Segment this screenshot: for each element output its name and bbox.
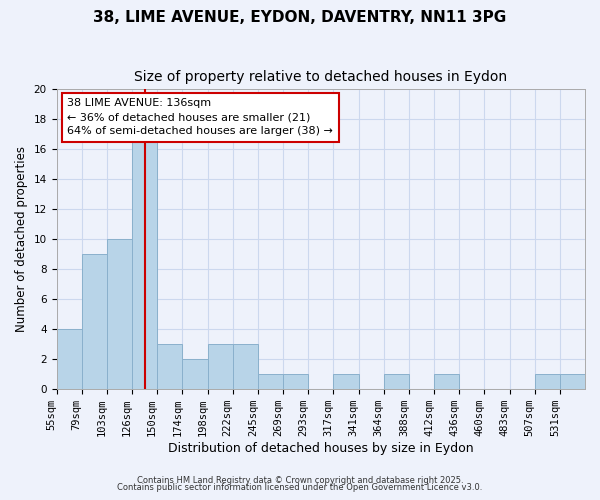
Bar [434,374,459,389]
Bar [82,254,107,389]
Bar [334,374,359,389]
Bar [182,359,208,389]
Bar [535,374,560,389]
Bar [283,374,308,389]
Text: Contains HM Land Registry data © Crown copyright and database right 2025.: Contains HM Land Registry data © Crown c… [137,476,463,485]
Text: 38 LIME AVENUE: 136sqm
← 36% of detached houses are smaller (21)
64% of semi-det: 38 LIME AVENUE: 136sqm ← 36% of detached… [67,98,333,136]
Bar [132,134,157,389]
Bar [233,344,258,389]
Title: Size of property relative to detached houses in Eydon: Size of property relative to detached ho… [134,70,508,84]
Bar [258,374,283,389]
Bar [208,344,233,389]
Bar [157,344,182,389]
Bar [56,329,82,389]
Bar [383,374,409,389]
Bar [107,240,132,389]
Text: Contains public sector information licensed under the Open Government Licence v3: Contains public sector information licen… [118,484,482,492]
Bar [560,374,585,389]
Y-axis label: Number of detached properties: Number of detached properties [15,146,28,332]
Text: 38, LIME AVENUE, EYDON, DAVENTRY, NN11 3PG: 38, LIME AVENUE, EYDON, DAVENTRY, NN11 3… [94,10,506,25]
X-axis label: Distribution of detached houses by size in Eydon: Distribution of detached houses by size … [168,442,473,455]
